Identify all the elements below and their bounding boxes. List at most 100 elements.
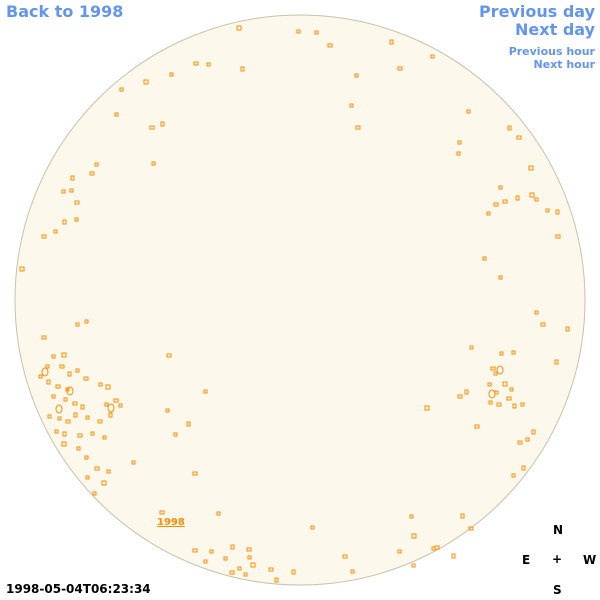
sunspot-mark: [409, 514, 414, 519]
sunspot-mark: [47, 414, 52, 419]
sunspot-mark: [466, 109, 471, 114]
sunspot-mark: [94, 162, 99, 167]
sunspot-mark: [511, 350, 516, 355]
sunspot-mark: [540, 322, 546, 327]
sunspot-mark: [509, 387, 514, 392]
sunspot-mark: [41, 234, 47, 239]
sunspot-mark: [554, 359, 559, 365]
sunspot-mark: [487, 382, 492, 387]
sunspot-mark: [236, 25, 242, 31]
sunspot-mark: [531, 429, 536, 435]
sunspot-mark: [98, 382, 103, 387]
sunspot-mark: [46, 379, 51, 385]
sunspot-mark: [545, 208, 550, 213]
sunspot-mark: [51, 394, 56, 399]
back-to-year-link[interactable]: Back to 1998: [6, 2, 124, 21]
sunspot-mark: [349, 103, 354, 108]
sunspot-mark: [38, 374, 43, 379]
sunspot-mark: [72, 401, 78, 406]
sunspot-mark: [354, 73, 359, 78]
sunspot-mark: [63, 397, 68, 402]
sunspot-mark: [555, 209, 560, 215]
sunspot-mark: [192, 471, 198, 476]
sunspot-mark: [75, 368, 80, 373]
sunspot-group: [19, 25, 570, 583]
solar-disk: [14, 14, 586, 586]
sunspot-mark: [41, 367, 49, 377]
sunspot-mark: [565, 326, 570, 332]
sunspot-mark: [502, 381, 508, 387]
sunspot-mark: [314, 30, 319, 35]
sunspot-mark: [209, 549, 214, 554]
year-marker-link[interactable]: 1998: [157, 517, 185, 528]
sunspot-mark: [411, 533, 417, 539]
sunspot-mark: [327, 43, 333, 48]
sunspot-mark: [520, 402, 525, 407]
sunspot-mark: [186, 421, 191, 427]
sunspot-mark: [62, 431, 67, 437]
sunspot-mark: [430, 54, 435, 59]
sunspot-mark: [460, 513, 465, 519]
sunspot-mark: [160, 121, 165, 127]
sunspot-mark: [85, 415, 90, 420]
sunspot-mark: [77, 433, 83, 438]
sunspot-mark: [54, 429, 59, 434]
sunspot-mark: [118, 403, 123, 408]
sunspot-mark: [342, 554, 348, 559]
sunspot-mark: [89, 171, 95, 176]
sunspot-mark: [143, 79, 149, 85]
sunspot-mark: [511, 473, 516, 478]
sunspot-mark: [131, 460, 136, 465]
sunspot-mark: [474, 424, 480, 429]
sunspot-mark: [45, 364, 50, 369]
sunspot-mark: [499, 351, 504, 356]
sunspot-mark: [106, 469, 111, 474]
sunspot-mark: [488, 400, 493, 405]
previous-hour-link[interactable]: Previous hour: [508, 45, 595, 58]
sunspot-mark: [84, 319, 89, 324]
sunspot-mark: [246, 547, 252, 552]
sunspot-mark: [203, 389, 208, 394]
sunspot-mark: [101, 480, 107, 486]
sunspot-mark: [521, 465, 526, 471]
compass-east: E: [522, 553, 531, 567]
sunspot-mark: [75, 322, 80, 327]
sunspot-mark: [113, 398, 119, 403]
sunspot-mark: [451, 553, 456, 559]
sunspot-mark: [85, 475, 90, 480]
sunspot-mark: [108, 412, 113, 418]
sunspot-mark: [203, 559, 208, 564]
sunspot-mark: [482, 256, 487, 261]
next-day-link[interactable]: Next day: [515, 20, 595, 39]
sunspot-mark: [114, 112, 119, 117]
sunspot-mark: [516, 135, 522, 140]
sunspot-mark: [268, 567, 274, 572]
sunspot-mark: [151, 161, 156, 166]
sunspot-mark: [469, 345, 474, 350]
sunspot-mark: [490, 366, 496, 371]
sunspot-mark: [397, 549, 402, 554]
sunspot-mark: [457, 140, 462, 145]
sunspot-mark: [159, 510, 165, 515]
sunspot-mark: [173, 432, 178, 437]
sunspot-mark: [517, 440, 523, 445]
sunspot-mark: [165, 408, 170, 413]
next-hour-link[interactable]: Next hour: [533, 58, 596, 71]
sunspot-mark: [166, 353, 172, 358]
sunspot-mark: [206, 62, 211, 67]
compass-south: S: [553, 583, 562, 597]
sunspot-mark: [389, 39, 394, 45]
sunspot-mark: [66, 386, 74, 396]
sunspot-mark: [51, 354, 56, 359]
sunspot-mark: [534, 197, 539, 202]
previous-day-link[interactable]: Previous day: [478, 2, 595, 21]
sunspot-mark: [350, 569, 355, 574]
sunspot-mark: [223, 556, 228, 561]
compass-west: W: [583, 553, 597, 567]
sunspot-mark: [496, 402, 502, 407]
sunspot-mark: [105, 384, 111, 390]
sunspot-mark: [507, 125, 512, 131]
sunspot-mark: [193, 61, 199, 66]
sunspot-mark: [216, 511, 221, 516]
